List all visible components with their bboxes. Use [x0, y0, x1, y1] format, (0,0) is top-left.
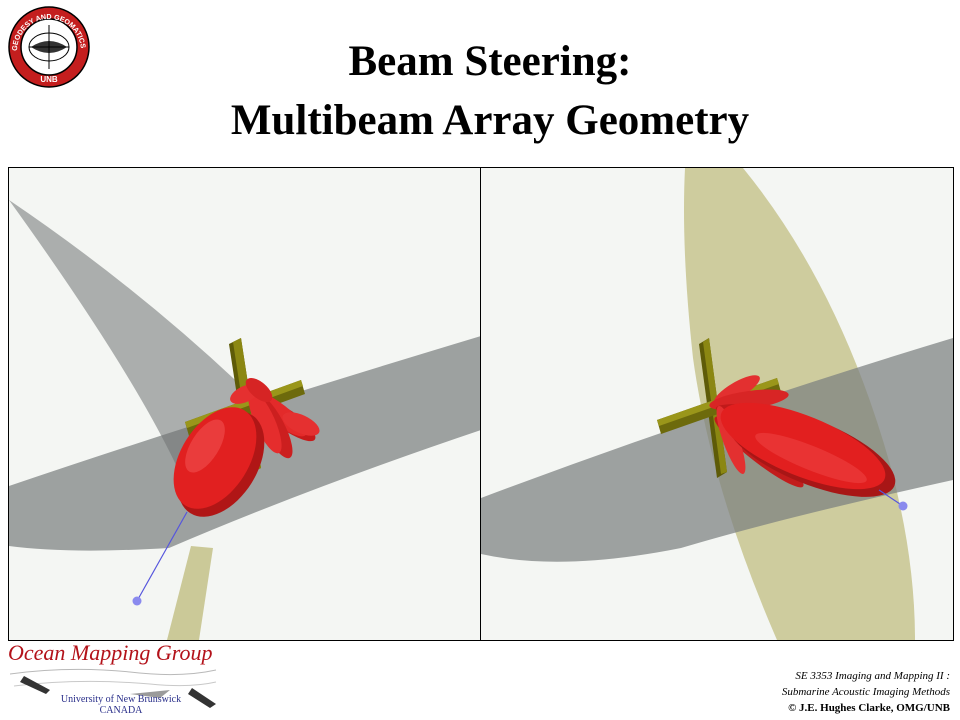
steered-beam-panel: [480, 167, 954, 641]
course-line2: Submarine Acoustic Imaging Methods: [781, 686, 950, 698]
course-line1: SE 3353 Imaging and Mapping II :: [795, 670, 950, 682]
main-lobe: [173, 407, 265, 517]
unsteered-beam-panel: [8, 167, 482, 641]
university-line1: University of New Brunswick: [60, 694, 182, 705]
university-line2: CANADA: [99, 705, 143, 716]
unb-seafloor-graphic: [10, 668, 217, 708]
beam-ray: [136, 511, 188, 602]
sonar-fish-icon: [20, 676, 50, 694]
beam-ray: [878, 489, 904, 507]
main-lobe: [720, 402, 896, 497]
group-name: Ocean Mapping Group: [8, 640, 213, 665]
beam-footprint-point: [132, 596, 142, 606]
slide-title-line1: Beam Steering:: [348, 38, 632, 85]
along-track-fan: [167, 546, 213, 640]
side-lobes: [230, 378, 320, 459]
steered-beam-illustration: [481, 168, 953, 640]
beam-footprint-point: [898, 501, 908, 511]
ship-icon: [188, 688, 216, 708]
logo-bottom-text: UNB: [40, 75, 58, 84]
ggeu-logo: GEODESY AND GEOMATICS ENGINEERING UNB: [7, 5, 90, 88]
course-info: SE 3353 Imaging and Mapping II : Submari…: [782, 668, 950, 716]
slide-title-line2: Multibeam Array Geometry: [230, 97, 750, 144]
unsteered-beam-illustration: [9, 200, 481, 640]
university-name: University of New Brunswick CANADA: [46, 694, 196, 716]
copyright: © J.E. Hughes Clarke, OMG/UNB: [788, 702, 950, 714]
